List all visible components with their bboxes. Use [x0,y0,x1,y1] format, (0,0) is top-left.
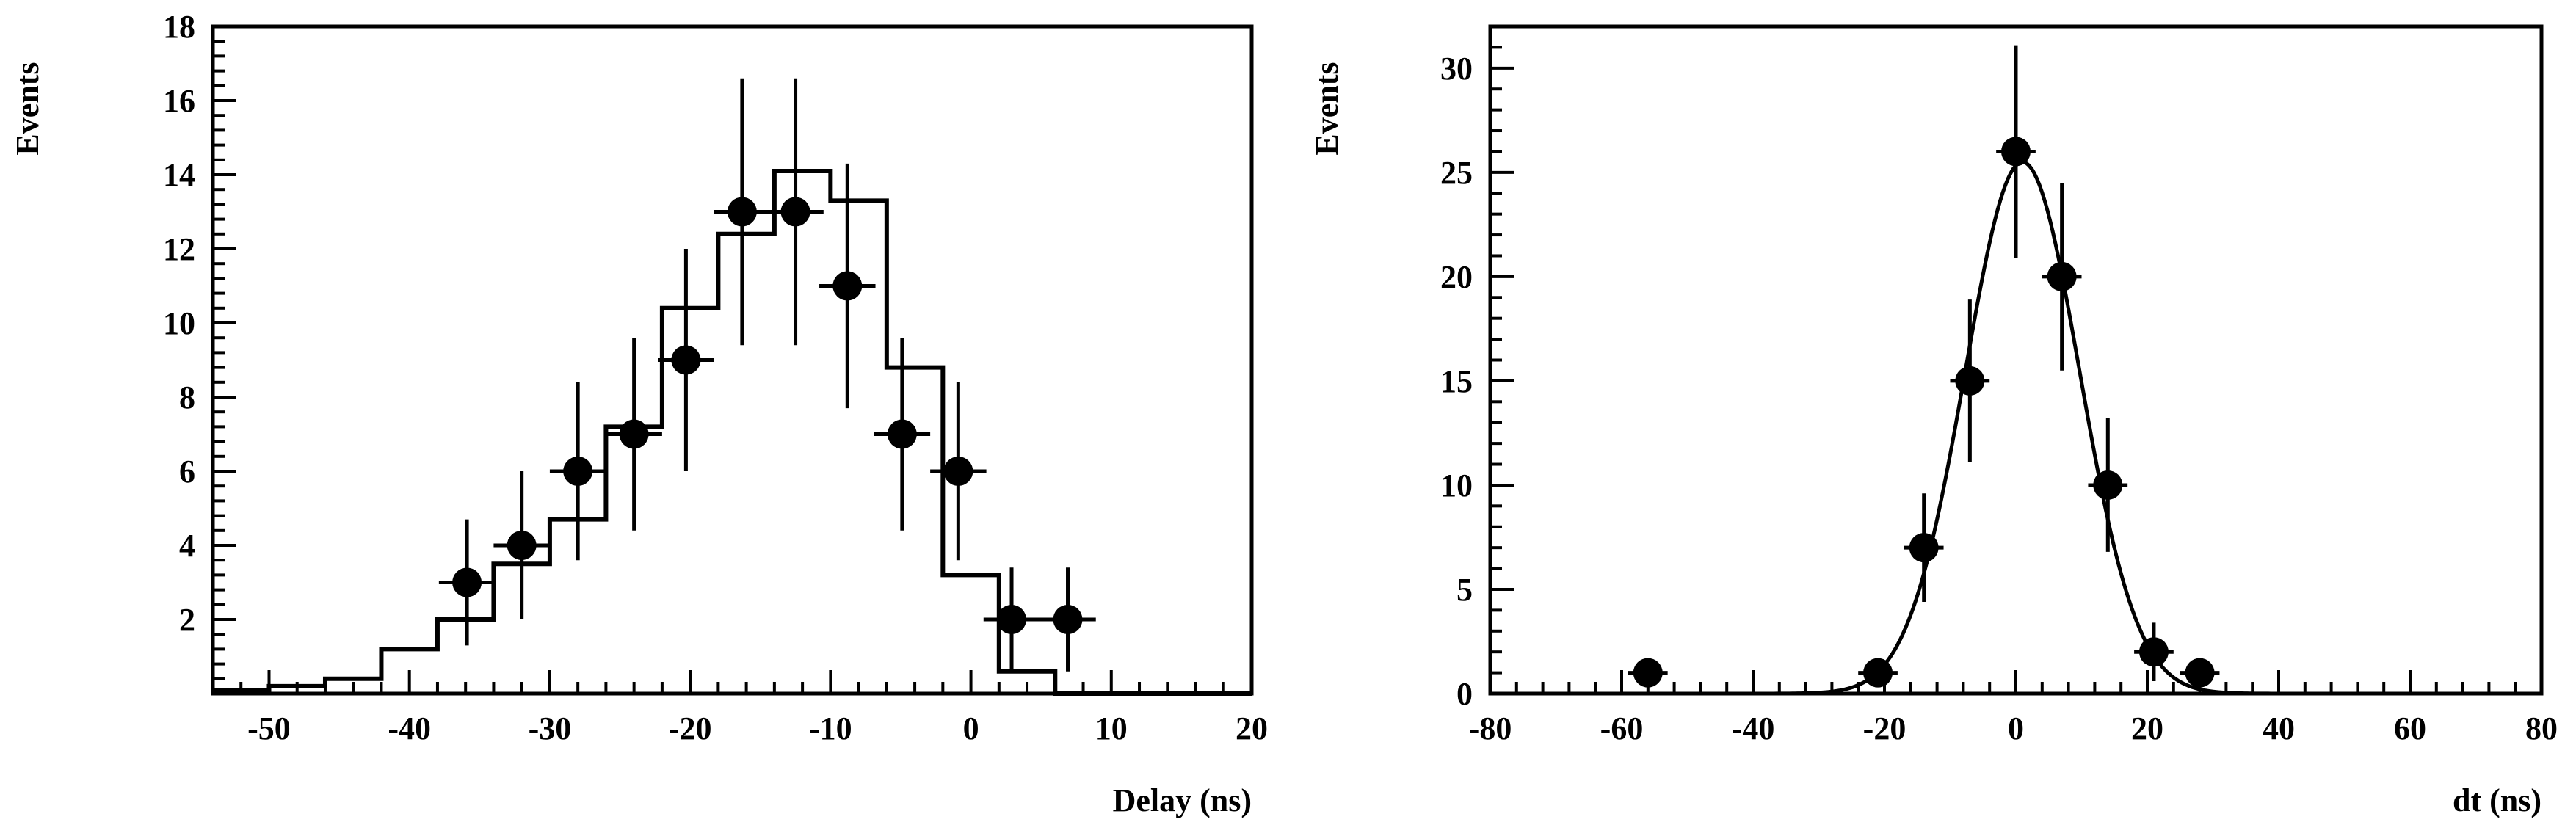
right-chart: -80 -60 -40 -20 0 20 40 60 80 0 5 10 15 20 25 30 dt (ns)… [1309,24,2558,818]
y-tick-label: 0 [1456,676,1473,712]
y-tick-label: 14 [163,157,195,193]
y-tick-label: 10 [163,305,195,341]
y-tick-label: 5 [1456,572,1473,608]
data-point [887,419,917,449]
data-point [671,345,701,375]
data-point [832,271,863,301]
y-tick-label: 16 [163,83,195,119]
x-tick-label: 20 [1236,710,1268,746]
x-tick-label: -30 [529,710,572,746]
data-point [1955,366,1985,396]
y-tick-label: 10 [1440,468,1473,504]
data-point [1633,658,1663,688]
y-tick-label: 6 [179,454,195,490]
x-tick-label: -50 [247,710,291,746]
data-point [780,197,810,227]
x-tick-label: -80 [1469,710,1512,746]
y-tick-label: 20 [1440,259,1473,295]
x-tick-label: -10 [809,710,852,746]
data-point [2138,637,2169,667]
histogram-step-line [213,168,1252,696]
data-point [943,457,973,486]
y-tick-label: 2 [179,602,195,638]
x-tick-label: -20 [669,710,712,746]
data-point [619,419,649,449]
y-tick-label: 30 [1440,51,1473,87]
x-axis-title: dt (ns) [2453,782,2541,818]
x-tick-label: -40 [1732,710,1775,746]
y-axis-title: Events [10,62,46,155]
y-tick-label: 4 [179,528,195,564]
x-tick-label: 60 [2394,710,2426,746]
data-point [727,197,757,227]
y-axis-title: Events [1309,62,1345,155]
x-tick-label: 0 [2008,710,2024,746]
data-point [452,567,482,597]
plot-frame [211,24,1254,696]
data-point [1053,605,1083,634]
gaussian-fit-curve [1490,160,2541,696]
y-tick-label: 25 [1440,155,1473,191]
y-tick-label: 18 [163,9,195,45]
data-point [2185,658,2215,688]
data-point [563,457,593,486]
data-point [2001,137,2031,167]
x-tick-label: 40 [2263,710,2295,746]
x-tick-label: -40 [388,710,431,746]
left-chart: -50 -40 -30 -20 -10 0 10 20 2 4 6 8 10 12 14 16 18 Delay … [10,9,1268,818]
x-tick-label: 20 [2131,710,2163,746]
data-point [997,605,1027,634]
x-tick-label: 10 [1095,710,1128,746]
x-tick-label: -20 [1863,710,1906,746]
x-axis-title: Delay (ns) [1113,782,1252,818]
data-point [507,531,537,560]
y-tick-label: 15 [1440,363,1473,399]
x-tick-label: -60 [1600,710,1644,746]
x-tick-label: 80 [2525,710,2558,746]
x-tick-label: 0 [963,710,979,746]
y-tick-label: 12 [163,231,195,267]
y-tick-label: 8 [179,379,195,415]
